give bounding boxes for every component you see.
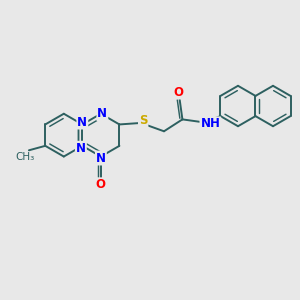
Text: N: N (98, 107, 107, 120)
Text: S: S (139, 114, 147, 127)
Text: N: N (76, 142, 86, 155)
Text: O: O (173, 85, 183, 98)
Text: N: N (96, 152, 106, 164)
Text: N: N (77, 116, 87, 129)
Text: CH₃: CH₃ (16, 152, 35, 162)
Text: O: O (96, 178, 106, 191)
Text: NH: NH (200, 117, 220, 130)
